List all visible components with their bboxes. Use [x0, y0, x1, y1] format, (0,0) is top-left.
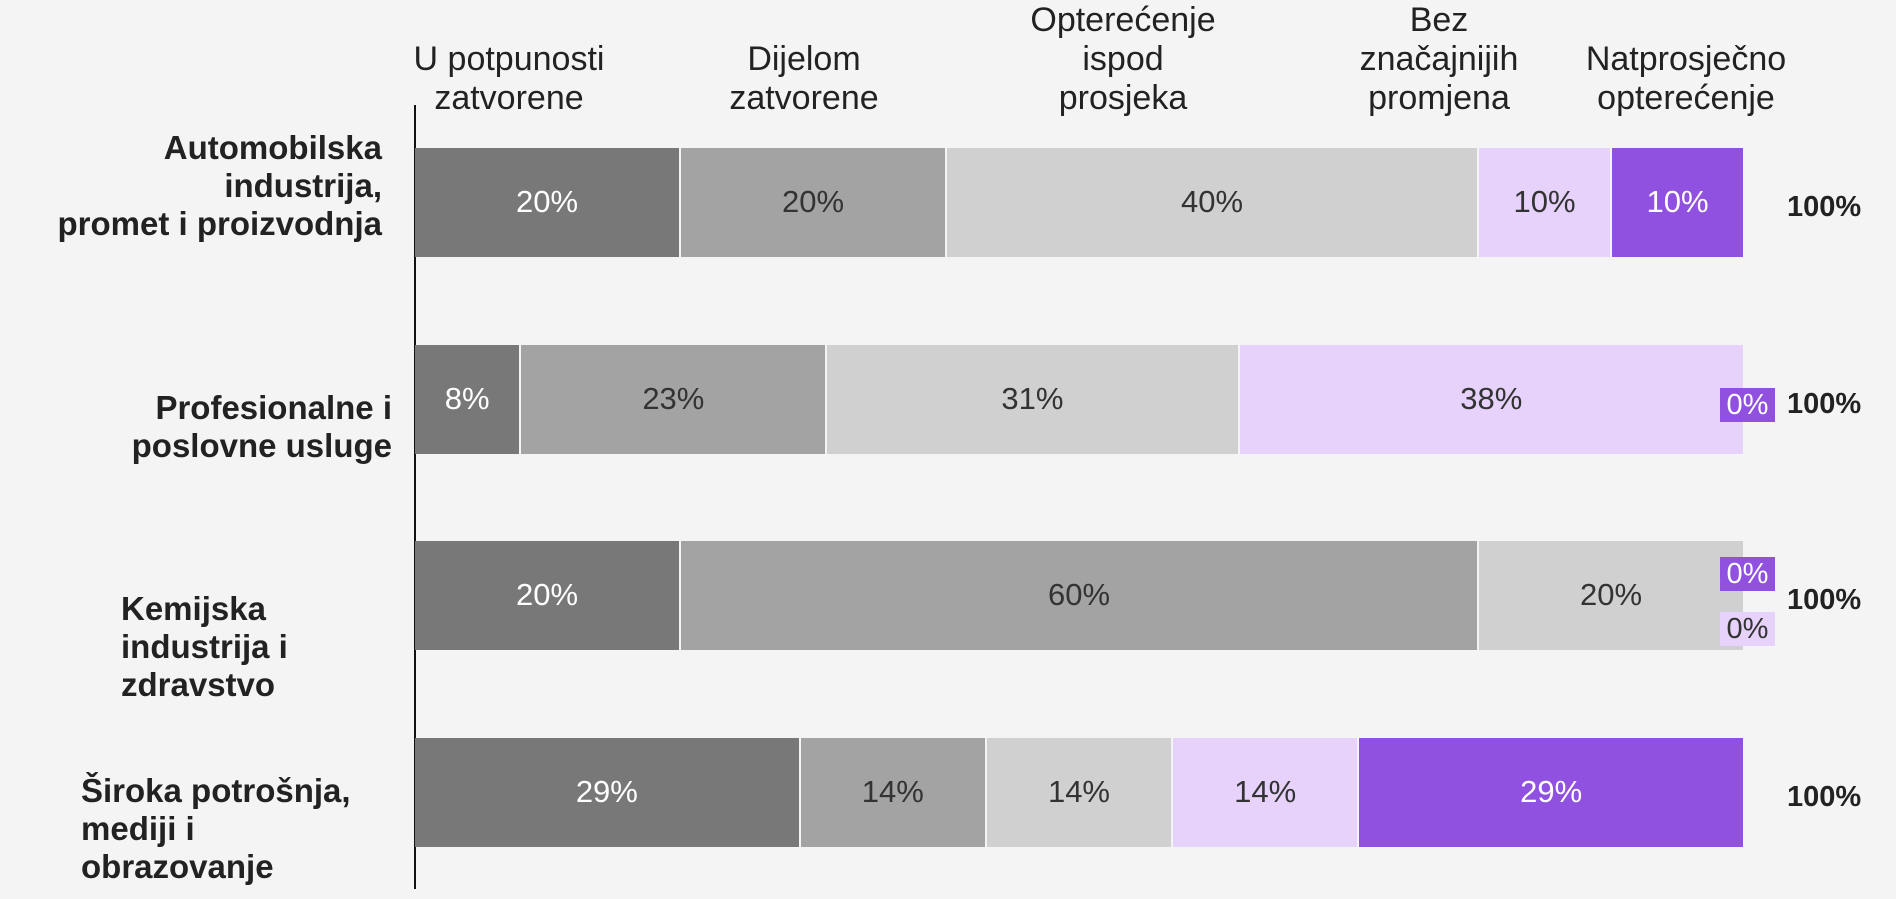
value-label: 10%	[1646, 184, 1709, 219]
value-label: 29%	[1520, 774, 1583, 809]
bar-segment: 8%	[415, 344, 522, 454]
value-label: 20%	[781, 184, 845, 219]
value-label: 14%	[861, 774, 924, 809]
total-label: 100%	[1787, 781, 1862, 813]
bar-segment: 10%	[1479, 147, 1612, 257]
category-label: Kemijska industrija i zdravstvo	[121, 590, 288, 703]
value-label: 40%	[1180, 184, 1244, 219]
value-label: 0%	[1720, 612, 1775, 646]
bar-segment: 20%	[1479, 540, 1745, 650]
total-label: 100%	[1787, 191, 1862, 223]
bar-segment: 29%	[1359, 737, 1745, 847]
total-label: 100%	[1787, 388, 1862, 420]
bar-segment: 38%	[1239, 344, 1745, 454]
value-label: 20%	[515, 577, 579, 612]
legend-label: Dijelom zatvorene	[729, 39, 879, 117]
value-label: 29%	[575, 774, 638, 809]
bar-segment: 14%	[986, 737, 1174, 847]
value-label: 0%	[1720, 557, 1775, 591]
value-label: 38%	[1460, 381, 1523, 416]
value-label: 60%	[1047, 577, 1111, 612]
axis-line	[414, 105, 416, 889]
bar-segment: 20%	[681, 147, 947, 257]
value-label: 14%	[1234, 774, 1297, 809]
value-label: 31%	[1001, 381, 1064, 416]
category-label: Automobilska industrija, promet i proizv…	[57, 129, 382, 242]
legend-label: U potpunosti zatvorene	[413, 39, 605, 117]
bar-segment: 20%	[415, 540, 681, 650]
legend-label: Natprosječno opterećenje	[1585, 39, 1787, 117]
value-label: 14%	[1047, 774, 1110, 809]
bar-segment: 10%	[1612, 147, 1745, 257]
legend-label: Bez značajnijih promjena	[1359, 0, 1519, 117]
bar-segment: 60%	[681, 540, 1479, 650]
value-label: 20%	[515, 184, 579, 219]
value-label: 20%	[1579, 577, 1643, 612]
bar-segment: 31%	[827, 344, 1240, 454]
category-label: Široka potrošnja, mediji i obrazovanje	[81, 772, 351, 885]
bar-segment: 40%	[947, 147, 1479, 257]
bar-segment: 14%	[800, 737, 987, 847]
value-label: 8%	[444, 381, 490, 416]
value-label: 23%	[642, 381, 705, 416]
bar-segment: 14%	[1173, 737, 1360, 847]
bar-segment: 20%	[415, 147, 681, 257]
value-label: 10%	[1513, 184, 1576, 219]
value-label: 0%	[1720, 388, 1775, 422]
total-label: 100%	[1787, 584, 1862, 616]
bar-segment: 23%	[521, 344, 828, 454]
legend-label: Opterećenje ispod prosjeka	[1030, 0, 1216, 117]
bar-segment: 29%	[415, 737, 801, 847]
category-label: Profesionalne i poslovne usluge	[131, 389, 392, 464]
